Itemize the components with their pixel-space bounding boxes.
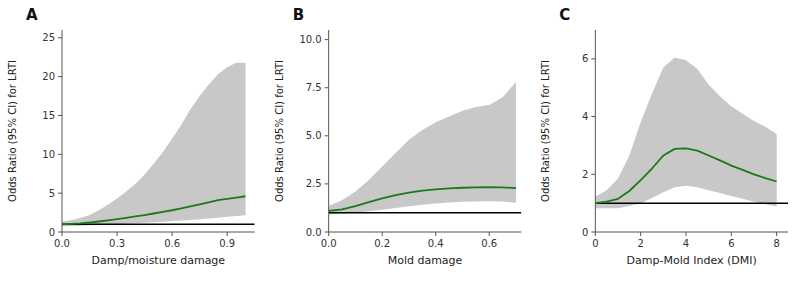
plot-area: [62, 63, 255, 227]
main-line: [329, 187, 516, 211]
y-axis-line: [62, 30, 63, 232]
y-tick-label: 5.0: [306, 130, 322, 141]
y-tick-label: 5: [49, 188, 55, 199]
y-tick-label: 0: [49, 227, 55, 238]
y-axis-label: Odds Ratio (95% CI) for LRTI: [274, 60, 285, 202]
y-tick: [325, 232, 329, 233]
panel-label: C: [559, 6, 570, 24]
y-tick: [325, 183, 329, 184]
y-axis-label: Odds Ratio (95% CI) for LRTI: [7, 60, 18, 202]
panel-label: B: [293, 6, 304, 24]
x-tick: [62, 232, 63, 236]
x-tick: [731, 232, 732, 236]
y-tick: [591, 174, 595, 175]
x-tick: [172, 232, 173, 236]
x-axis-label: Mold damage: [388, 254, 463, 267]
y-tick: [591, 58, 595, 59]
x-tick-label: 0.6: [481, 238, 497, 249]
y-tick: [325, 39, 329, 40]
x-tick: [489, 232, 490, 236]
x-tick-label: 0.9: [219, 238, 235, 249]
x-tick: [435, 232, 436, 236]
y-tick-label: 2.5: [306, 178, 322, 189]
x-tick-label: 0.6: [164, 238, 180, 249]
x-tick: [595, 232, 596, 236]
x-tick-label: 0.3: [109, 238, 125, 249]
y-tick-label: 2: [582, 169, 588, 180]
panel: 0.0 0.3 0.6 0.9 0 5 10 15 20 25 Damp/moisture dama…: [7, 6, 255, 267]
main-line: [62, 196, 245, 224]
y-tick-label: 0: [582, 227, 588, 238]
x-tick-label: 0.0: [54, 238, 70, 249]
x-tick: [686, 232, 687, 236]
y-tick: [325, 87, 329, 88]
plot-area: [329, 82, 522, 214]
y-tick-label: 20: [42, 71, 55, 82]
x-tick: [227, 232, 228, 236]
x-tick-label: 4: [683, 238, 689, 249]
y-tick-label: 10.0: [299, 34, 321, 45]
y-tick-label: 15: [42, 110, 55, 121]
y-tick-label: 0.0: [306, 227, 322, 238]
x-tick-label: 8: [773, 238, 779, 249]
ci-band: [62, 63, 245, 227]
x-axis-label: Damp/moisture damage: [92, 254, 226, 267]
x-tick: [382, 232, 383, 236]
y-tick-label: 25: [42, 32, 55, 43]
ci-band: [595, 57, 776, 208]
y-tick-label: 7.5: [306, 82, 322, 93]
y-tick-label: 6: [582, 53, 588, 64]
x-tick-label: 0.2: [374, 238, 390, 249]
plot-area: [595, 57, 788, 208]
y-tick: [591, 116, 595, 117]
y-tick: [58, 232, 62, 233]
y-axis-line: [328, 30, 329, 232]
x-tick-label: 6: [728, 238, 734, 249]
x-tick-label: 2: [637, 238, 643, 249]
y-tick: [58, 154, 62, 155]
x-axis-label: Damp-Mold Index (DMI): [627, 254, 757, 267]
panel-label: A: [26, 6, 38, 24]
y-tick-label: 10: [42, 149, 55, 160]
x-axis-line: [62, 232, 255, 233]
chart: 0.00.30.60.90510152025Damp/moisture dama…: [0, 0, 800, 284]
y-tick: [58, 193, 62, 194]
x-axis-line: [329, 232, 522, 233]
y-tick: [58, 76, 62, 77]
x-tick: [117, 232, 118, 236]
main-line: [595, 148, 776, 203]
x-tick: [776, 232, 777, 236]
reference-line: [595, 202, 788, 204]
y-axis-line: [595, 30, 596, 232]
panel: 0 2 4 6 8 0 2 4 6 Damp-Mold Index (DMI) Odds Ratio…: [540, 6, 788, 267]
y-tick: [591, 232, 595, 233]
x-axis-line: [595, 232, 788, 233]
x-tick-label: 0.0: [321, 238, 337, 249]
panel: 0.0 0.2 0.4 0.6 0.0 2.5 5.0 7.5 10.0 Mold damage O…: [274, 6, 522, 267]
x-tick-label: 0.4: [428, 238, 444, 249]
y-tick: [58, 115, 62, 116]
reference-line: [329, 212, 522, 214]
ci-band: [329, 82, 516, 214]
x-tick-label: 0: [592, 238, 598, 249]
x-tick: [640, 232, 641, 236]
y-tick: [58, 37, 62, 38]
x-tick: [328, 232, 329, 236]
y-tick: [325, 135, 329, 136]
y-axis-label: Odds Ratio (95% CI) for LRTI: [540, 60, 551, 202]
reference-line: [62, 223, 255, 225]
y-tick-label: 4: [582, 111, 588, 122]
